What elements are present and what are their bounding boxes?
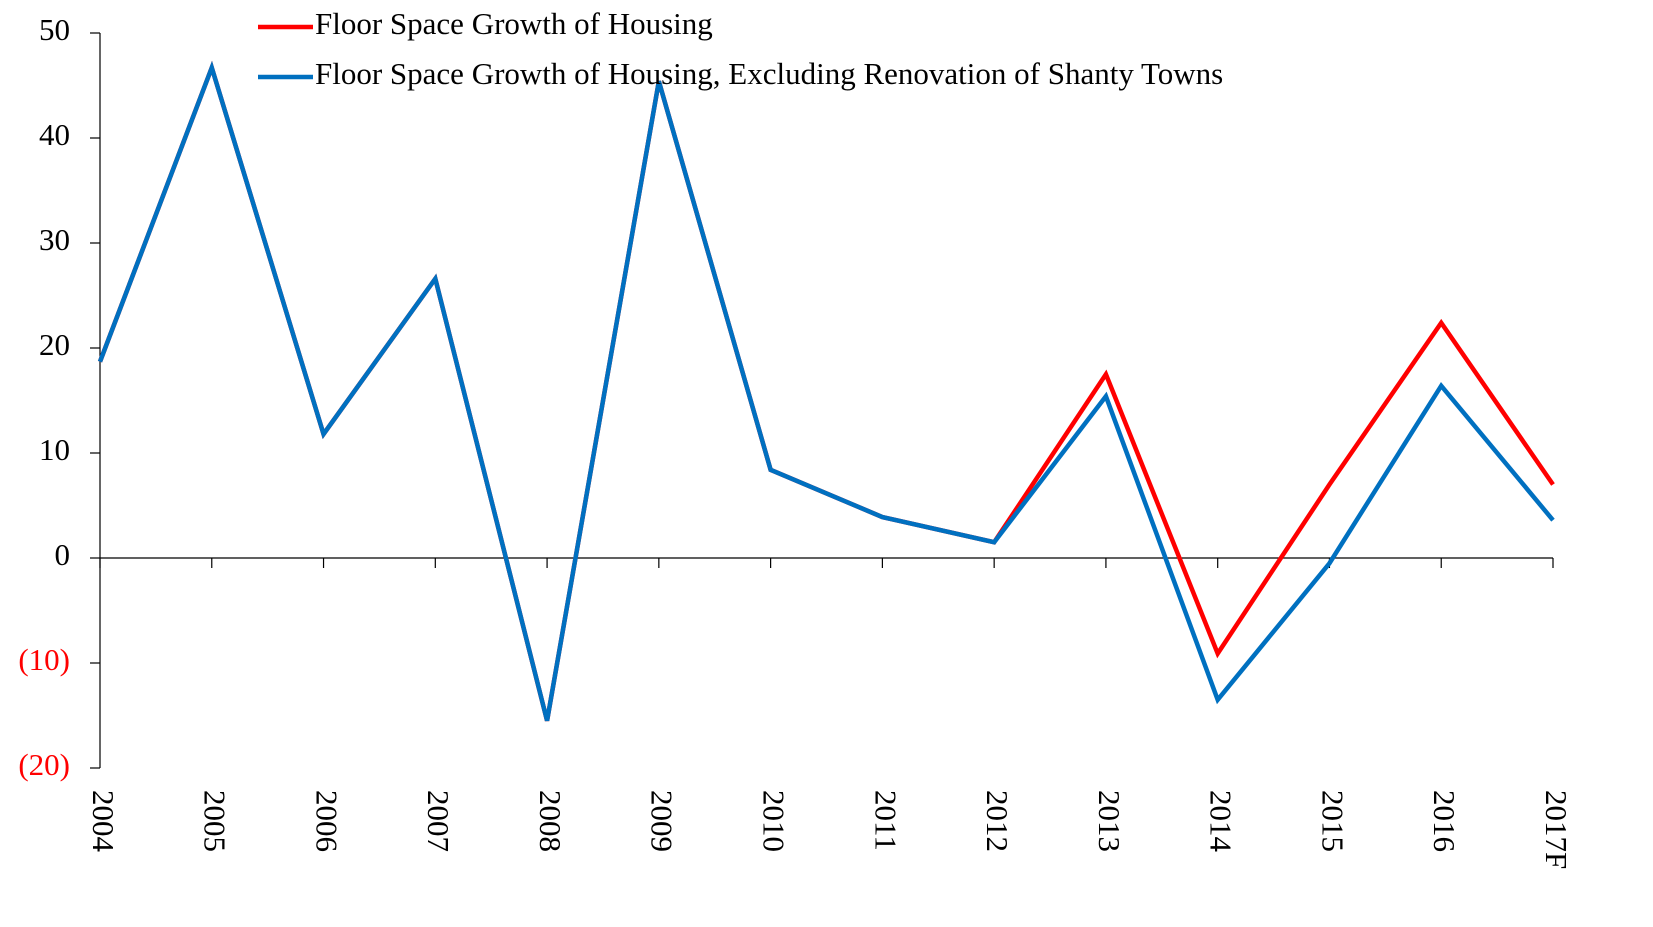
y-tick-label: 30 — [39, 222, 70, 257]
y-tick-label: 0 — [55, 537, 71, 572]
x-tick-label: 2011 — [868, 790, 903, 851]
x-tick-label: 2014 — [1204, 790, 1239, 853]
y-tick-label: 40 — [39, 117, 70, 152]
x-tick-label: 2017F — [1539, 790, 1574, 869]
y-tick-label: (10) — [18, 642, 70, 677]
legend-label: Floor Space Growth of Housing, Excluding… — [315, 56, 1223, 91]
x-tick-label: 2005 — [198, 790, 233, 852]
x-tick-label: 2010 — [757, 790, 792, 852]
x-tick-label: 2006 — [309, 790, 344, 852]
x-tick-label: 2008 — [533, 790, 568, 852]
x-tick-label: 2016 — [1427, 790, 1462, 852]
y-tick-label: (20) — [18, 747, 70, 782]
y-tick-label: 10 — [39, 432, 70, 467]
x-tick-label: 2015 — [1315, 790, 1350, 852]
y-tick-label: 50 — [39, 12, 70, 47]
series-line — [97, 60, 1555, 722]
x-tick-label: 2009 — [645, 790, 680, 852]
legend-label: Floor Space Growth of Housing — [315, 6, 713, 41]
x-tick-label: 2013 — [1092, 790, 1127, 852]
x-tick-label: 2007 — [421, 790, 456, 852]
x-tick-label: 2004 — [86, 790, 121, 853]
series-line — [97, 60, 1555, 722]
y-tick-label: 20 — [39, 327, 70, 362]
x-tick-label: 2012 — [980, 790, 1015, 852]
